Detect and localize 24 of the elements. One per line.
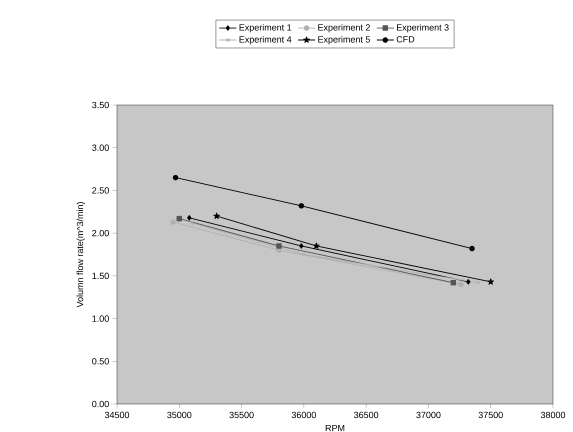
legend-label: CFD [396, 36, 414, 42]
y-tick-label: 2.00 [92, 230, 109, 236]
y-tick-label: 2.50 [92, 187, 109, 194]
legend-label: Experiment 4 [240, 36, 292, 44]
x-tick-label: 35000 [167, 412, 192, 418]
x-tick-label: 35500 [229, 412, 254, 418]
x-axis-title: RPM [326, 424, 344, 432]
legend-label: Experiment 3 [396, 24, 449, 32]
y-tick-label: 0.50 [92, 358, 109, 364]
y-tick-label: 3.00 [92, 144, 109, 151]
y-axis-title: Volumn flow rate(m^3/min) [76, 202, 85, 308]
legend-label: Experiment 5 [318, 36, 370, 44]
x-tick-label: 36000 [292, 412, 316, 418]
y-tick-label: 1.50 [92, 272, 109, 280]
legend-label: Experiment 1 [240, 24, 292, 32]
y-tick-label: 0.00 [92, 400, 109, 408]
x-tick-label: 38000 [540, 412, 566, 418]
x-tick-label: 34500 [104, 412, 130, 418]
x-tick-label: 37000 [416, 412, 441, 418]
x-tick-label: 36500 [354, 412, 378, 418]
x-tick-label: 37500 [478, 412, 503, 418]
y-tick-label: 3.50 [92, 102, 109, 108]
y-tick-label: 1.00 [92, 315, 109, 322]
legend-label: Experiment 2 [318, 24, 370, 32]
